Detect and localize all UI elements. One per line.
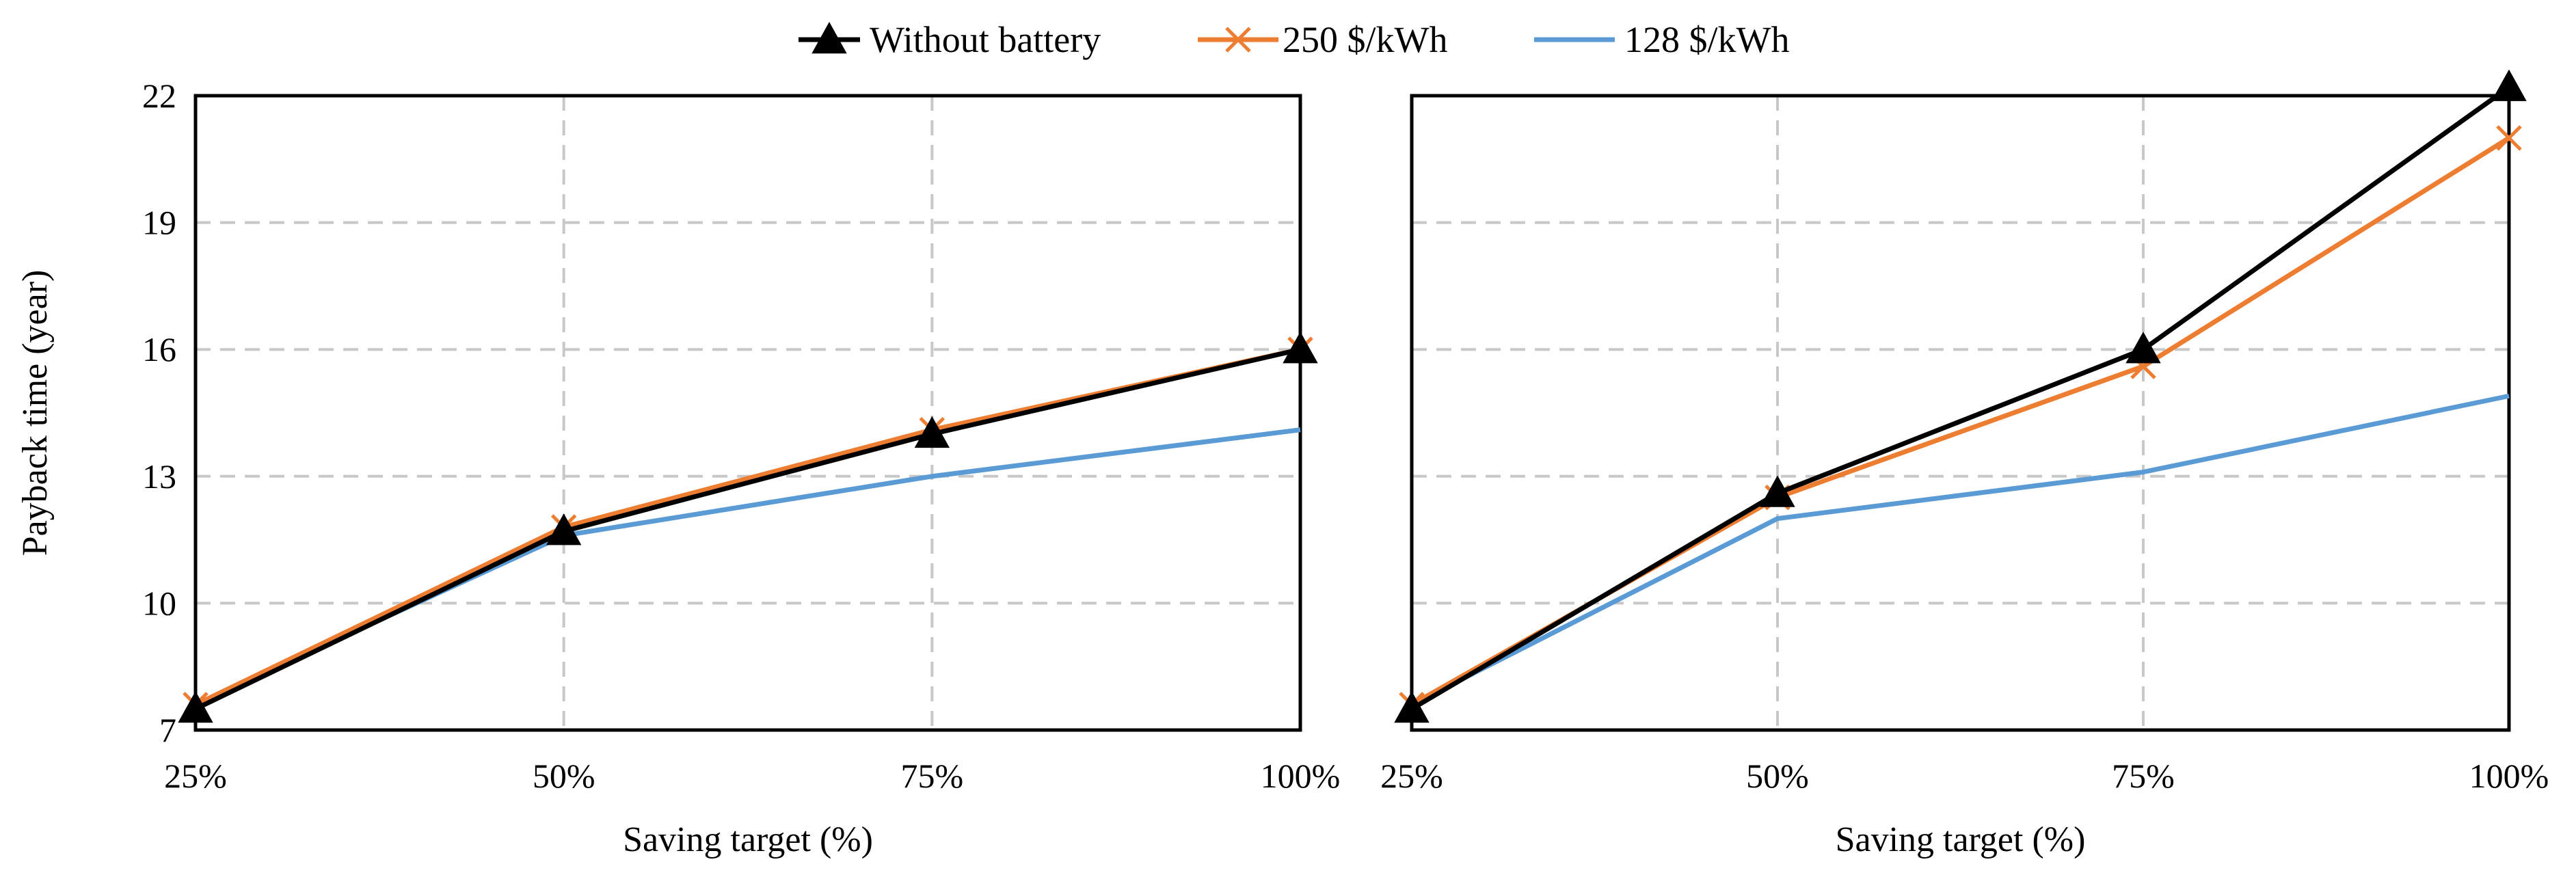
- legend-label-128-kwh: 128 $/kWh: [1624, 19, 1789, 60]
- left-panel: 22 19 16 13 10 7 25% 50% 75% 100% Saving target (%…: [16, 77, 1340, 859]
- panel0-x-tick-label: 25%: [164, 757, 227, 795]
- panel0-series-128-kwh-line: [194, 427, 1301, 707]
- legend: Without battery 250 $/kWh 128 $/kWh: [799, 19, 1789, 60]
- panel1-series-250-kwh-point-stroke-b: [2496, 125, 2522, 151]
- panel0-plot-frame: [193, 94, 1302, 732]
- panel0-x-tick-label: 75%: [901, 757, 964, 795]
- panel1-series-without-battery-line: [1410, 85, 2511, 712]
- legend-label-without-battery: Without battery: [870, 19, 1101, 60]
- panel1-plot-frame: [1410, 94, 2511, 732]
- panel0-x-tick-label: 100%: [1261, 757, 1341, 795]
- panel0-series-without-battery-point: [914, 416, 950, 448]
- panel1-series-without-battery-point: [2125, 332, 2161, 364]
- panel1-x-tick-label: 25%: [1380, 757, 1443, 795]
- panel1-series-without-battery-point: [2491, 69, 2527, 101]
- panel0-y-tick-label: 22: [142, 77, 176, 115]
- panel0-series-250-kwh-line: [194, 347, 1301, 707]
- legend-marker-250-kwh-stroke-b: [1225, 27, 1251, 53]
- panel0-y-tick-label: 19: [142, 204, 176, 242]
- right-panel: 25% 50% 75% 100% Saving target (%): [1380, 69, 2549, 859]
- panel0-series-without-battery-line: [194, 347, 1301, 712]
- panel0-y-tick-label: 16: [142, 330, 176, 368]
- legend-marker-without-battery: [811, 21, 847, 54]
- panel1-series-without-battery-point: [1760, 475, 1795, 507]
- panel0-series-without-battery-point: [546, 513, 582, 545]
- panel0-y-axis-title: Payback time (year): [16, 270, 55, 556]
- legend-label-250-kwh: 250 $/kWh: [1283, 19, 1447, 60]
- panel1-x-axis-title: Saving target (%): [1836, 820, 2086, 859]
- panel1-series-128-kwh-line: [1410, 393, 2510, 707]
- panel0-series-without-battery-point: [178, 691, 213, 723]
- legend-marker-250-kwh: [1225, 27, 1251, 53]
- panel0-y-tick-label: 13: [142, 457, 176, 496]
- panel0-y-tick-label: 10: [142, 584, 176, 622]
- panel1-series-250-kwh-point: [2496, 125, 2522, 151]
- panel1-x-tick-label: 100%: [2469, 757, 2549, 795]
- panel1-x-tick-label: 50%: [1746, 757, 1809, 795]
- panel1-x-tick-label: 75%: [2112, 757, 2175, 795]
- panel1-series-without-battery-point: [1394, 691, 1430, 723]
- panel0-series-without-battery-point: [1283, 332, 1318, 364]
- panel0-y-tick-label: 7: [159, 711, 176, 749]
- panel0-x-axis-title: Saving target (%): [623, 820, 873, 859]
- panel0-x-tick-label: 50%: [533, 757, 595, 795]
